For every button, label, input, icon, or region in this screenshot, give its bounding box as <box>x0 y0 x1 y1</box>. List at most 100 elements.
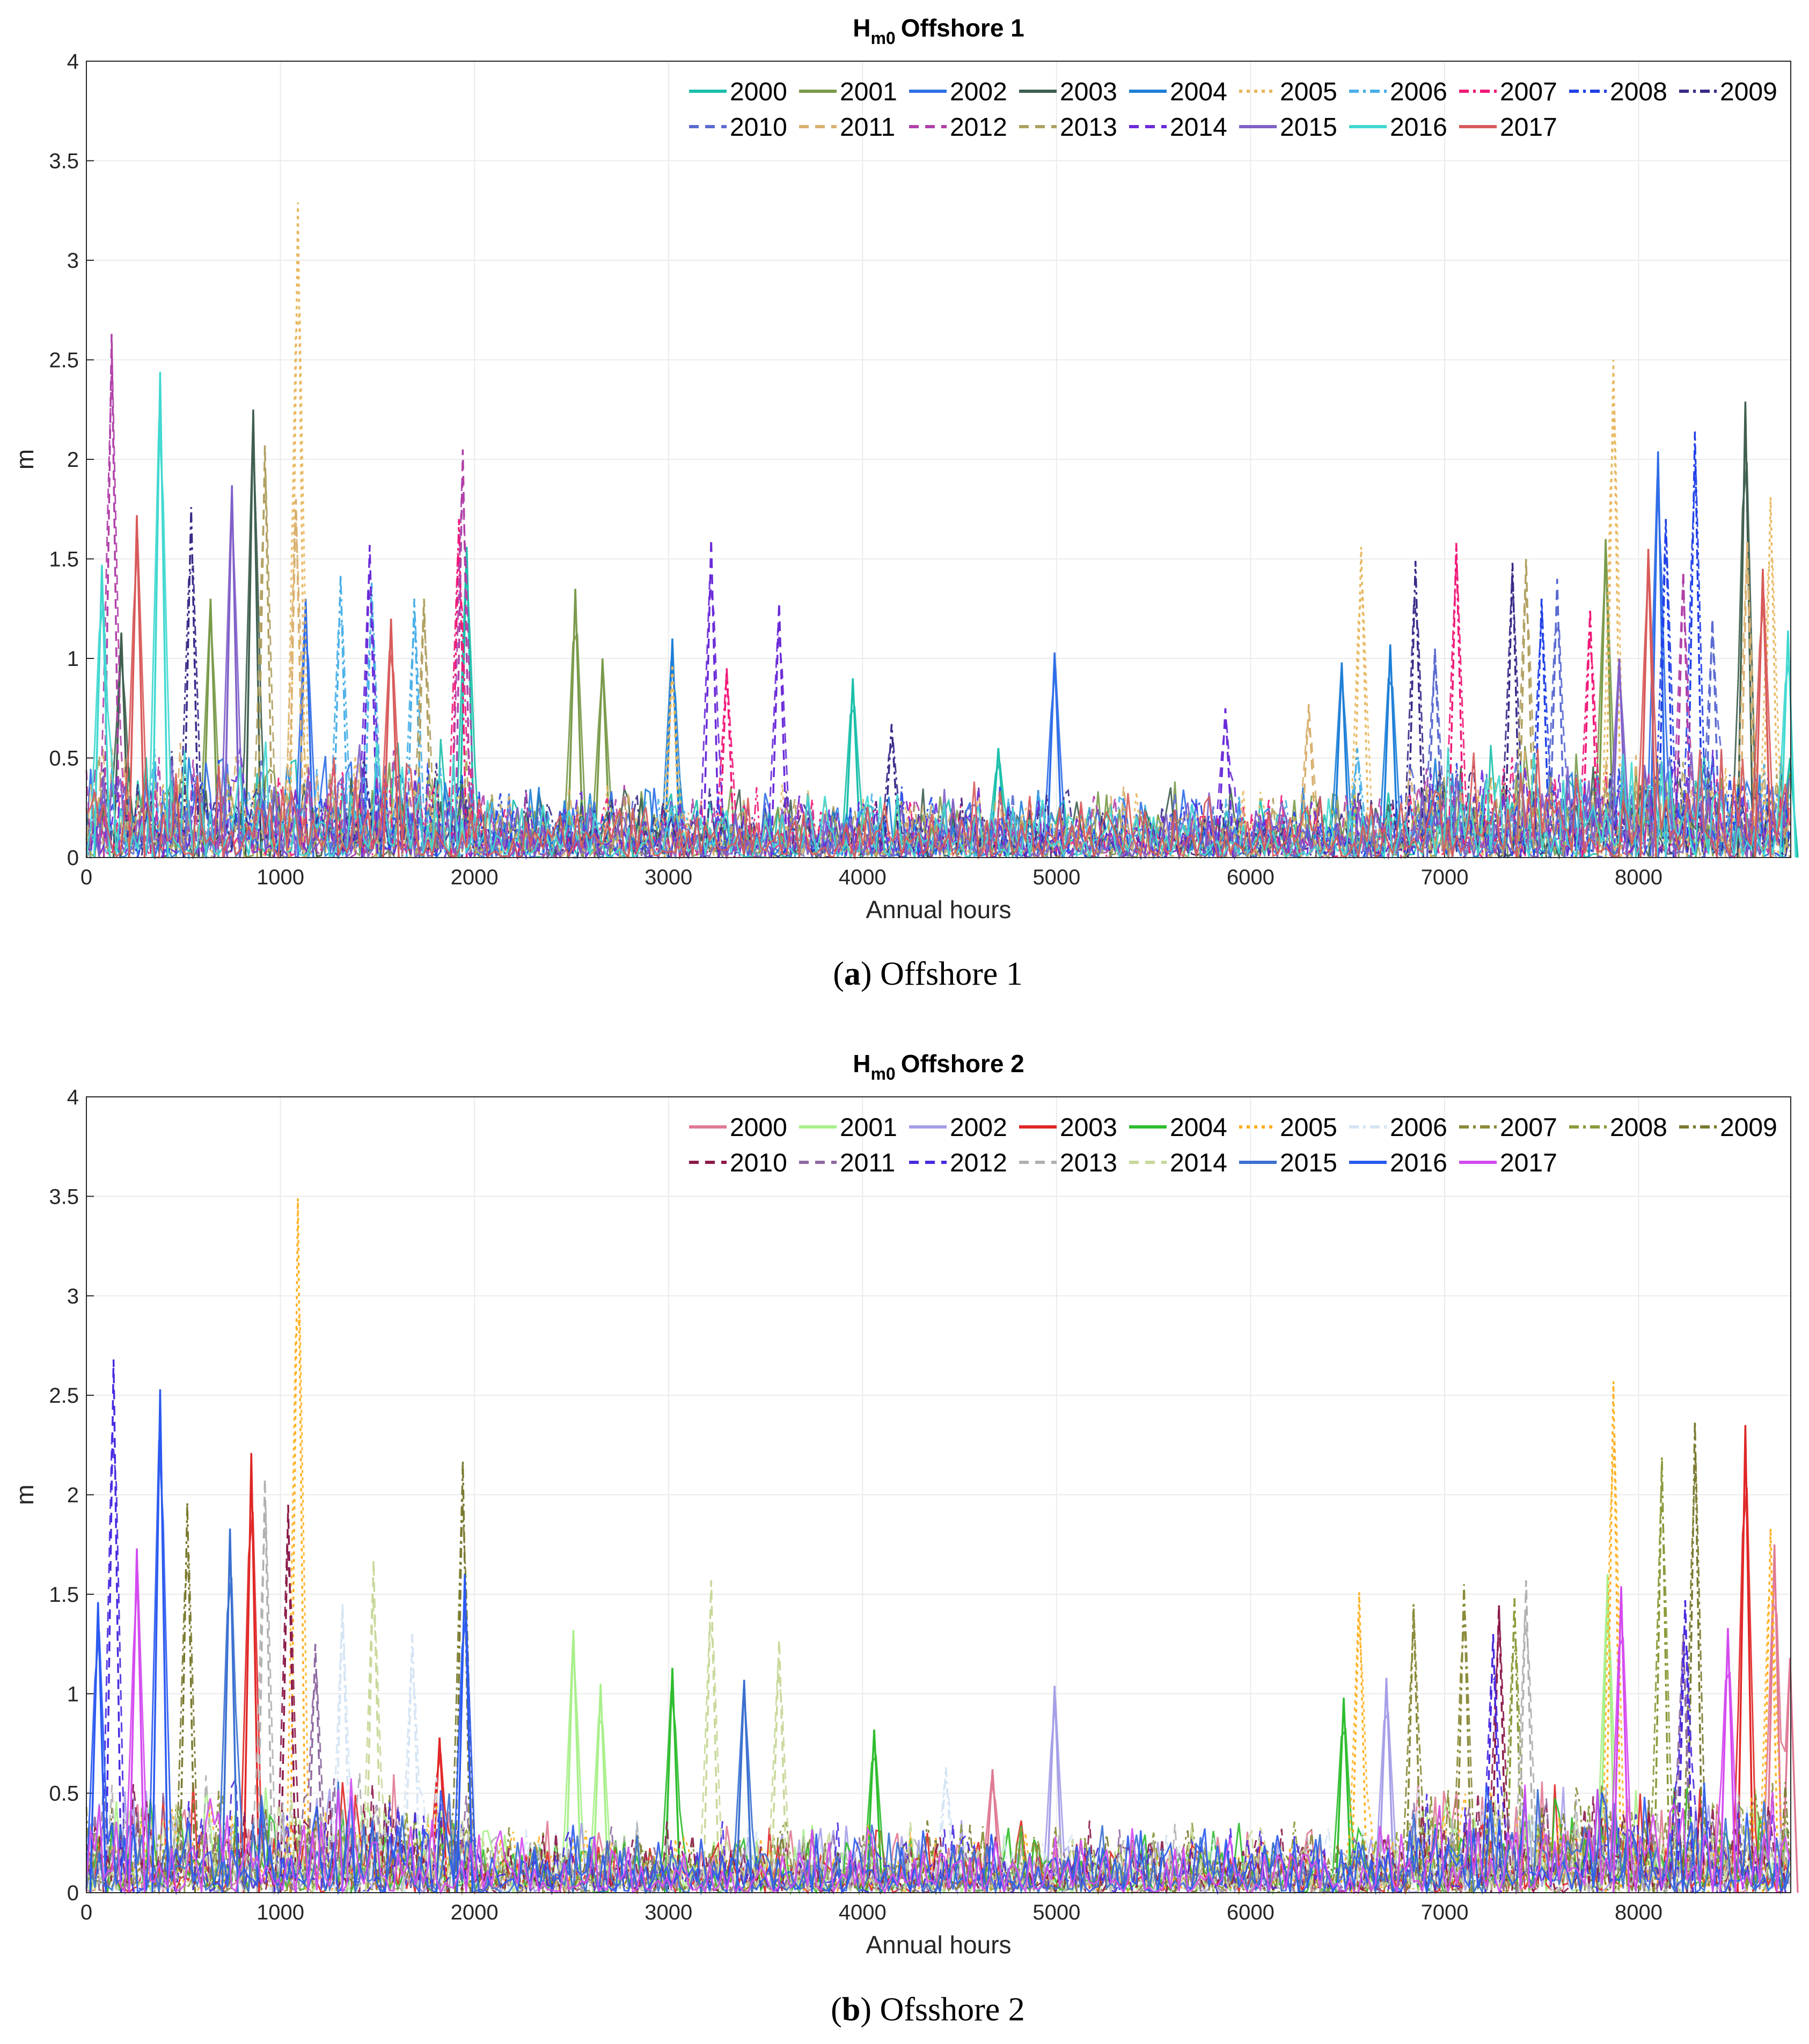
series-peak-2016 <box>151 1389 169 1893</box>
legend-label: 2013 <box>1060 113 1117 142</box>
legend-label: 2014 <box>1170 1149 1227 1177</box>
series-peak-2015 <box>735 1680 753 1893</box>
series-peak-2014 <box>702 1580 720 1893</box>
x-tick-label: 1000 <box>257 866 304 889</box>
series-peak-2015 <box>223 485 241 858</box>
series-peak-2017 <box>1719 1628 1737 1893</box>
legend-label: 2005 <box>1280 1113 1337 1142</box>
x-axis-label: Annual hours <box>866 1931 1011 1959</box>
legend-label: 2005 <box>1280 78 1337 106</box>
series-peak-2005 <box>1350 1592 1368 1893</box>
caption-open-paren: ( <box>831 1991 842 2028</box>
y-tick-label: 3 <box>67 1285 79 1308</box>
x-tick-label: 1000 <box>257 1901 304 1924</box>
legend-label: 2012 <box>950 1149 1007 1177</box>
title-text: Offshore 2 <box>901 1050 1024 1078</box>
series-peak-2009 <box>1504 562 1521 858</box>
legend-label: 2014 <box>1170 113 1227 142</box>
series-peak-2014 <box>364 1560 383 1893</box>
series-peak-2004 <box>1333 662 1351 858</box>
caption-letter: a <box>844 956 861 992</box>
legend-label: 2002 <box>950 1113 1007 1142</box>
series-peak-2016 <box>456 1574 474 1893</box>
series-peak-2016 <box>1779 631 1797 858</box>
legend-label: 2001 <box>840 78 897 106</box>
legend-label: 2009 <box>1720 78 1777 106</box>
series-line-2016 <box>85 1439 1791 1896</box>
legend-label: 2017 <box>1500 113 1557 142</box>
y-tick-label: 1.5 <box>49 1583 79 1607</box>
series-peak-2009 <box>454 1461 472 1893</box>
chart-panel-a: 0 1000 2000 3000 4000 5000 6000 7000 8000 0 0.5 1 1.… <box>11 14 1799 992</box>
legend-label: 2009 <box>1720 1113 1777 1142</box>
y-tick-label: 1 <box>67 647 79 671</box>
series-peak-2004 <box>663 638 682 858</box>
y-tick-label: 1.5 <box>49 548 79 572</box>
series-peak-2000 <box>1781 1658 1799 1893</box>
legend-label: 2011 <box>840 113 895 142</box>
series-peak-2001 <box>1596 539 1615 858</box>
series-peak-2001 <box>566 589 584 858</box>
series-peak-2000 <box>844 678 862 858</box>
y-tick-label: 2.5 <box>49 349 79 372</box>
series-line-2008 <box>85 459 1791 861</box>
x-tick-label: 6000 <box>1227 1901 1275 1924</box>
series-peak-2003 <box>1737 1425 1754 1893</box>
series-peak-2000 <box>1766 1544 1783 1893</box>
series-peak-2011 <box>1738 539 1756 858</box>
x-tick-label: 6000 <box>1227 866 1275 889</box>
y-tick-label: 4 <box>67 1086 79 1109</box>
series-line-2013 <box>85 473 1791 860</box>
series-peak-2010 <box>279 1504 297 1893</box>
series-peak-2005 <box>289 1198 307 1893</box>
series-peak-2013 <box>256 1478 274 1893</box>
series-line-2010 <box>86 625 1790 861</box>
legend-label: 2010 <box>730 1149 787 1177</box>
y-tick-label: 2 <box>67 1484 79 1507</box>
series-peak-2008 <box>1653 1457 1671 1893</box>
x-tick-label: 4000 <box>839 866 887 889</box>
x-axis-label: Annual hours <box>866 896 1011 924</box>
x-tick-label: 7000 <box>1420 1901 1468 1924</box>
series-line-2011 <box>85 511 1791 859</box>
legend-label: 2002 <box>950 78 1007 106</box>
legend-label: 2008 <box>1610 1113 1667 1142</box>
series-peak-2015 <box>221 1528 239 1893</box>
x-tick-label: 7000 <box>1420 866 1468 889</box>
figure-caption: (b) Ofsshore 2 <box>831 1991 1025 2028</box>
series-peak-2017 <box>1639 548 1657 858</box>
axes-frame <box>86 1096 1791 1893</box>
series-peak-2002 <box>1378 1677 1395 1893</box>
caption-text: Ofsshore 2 <box>880 1991 1024 2028</box>
y-tick-label: 3 <box>67 249 79 273</box>
series-peak-2013 <box>1517 1580 1535 1893</box>
y-tick-label: 4 <box>67 50 79 74</box>
chart-panel-b: 0 1000 2000 3000 4000 5000 6000 7000 8000 0 0.5 1 1.… <box>11 1050 1799 2028</box>
series-peak-2013 <box>256 445 274 858</box>
x-tick-label: 2000 <box>451 1901 499 1924</box>
series-peak-2009 <box>182 507 200 858</box>
series-peak-2004 <box>865 1729 883 1893</box>
series-peak-2011 <box>1300 704 1318 858</box>
legend-label: 2012 <box>950 113 1007 142</box>
figure-caption: (a) Offshore 1 <box>833 956 1023 992</box>
x-tick-label: 8000 <box>1615 866 1662 889</box>
series-peak-2017 <box>1612 1586 1630 1893</box>
series-peak-2004 <box>663 1668 682 1893</box>
series-peak-2008 <box>1505 1598 1524 1893</box>
legend-label: 2003 <box>1060 1113 1117 1142</box>
legend-label: 2007 <box>1500 1113 1557 1142</box>
legend-label: 2017 <box>1500 1149 1557 1177</box>
y-tick-label: 0 <box>67 1881 79 1905</box>
title-prefix: H <box>853 14 870 42</box>
title-text: Offshore 1 <box>901 14 1024 42</box>
series-peak-2014 <box>361 545 379 858</box>
series-peak-2016 <box>89 1602 107 1893</box>
series-peak-2005 <box>1605 1381 1622 1893</box>
legend-label: 2016 <box>1390 113 1447 142</box>
x-tick-label: 0 <box>80 1901 92 1924</box>
series-peak-2011 <box>306 1644 324 1893</box>
series-peak-2008 <box>1657 519 1675 858</box>
series-peak-2013 <box>1517 559 1535 858</box>
